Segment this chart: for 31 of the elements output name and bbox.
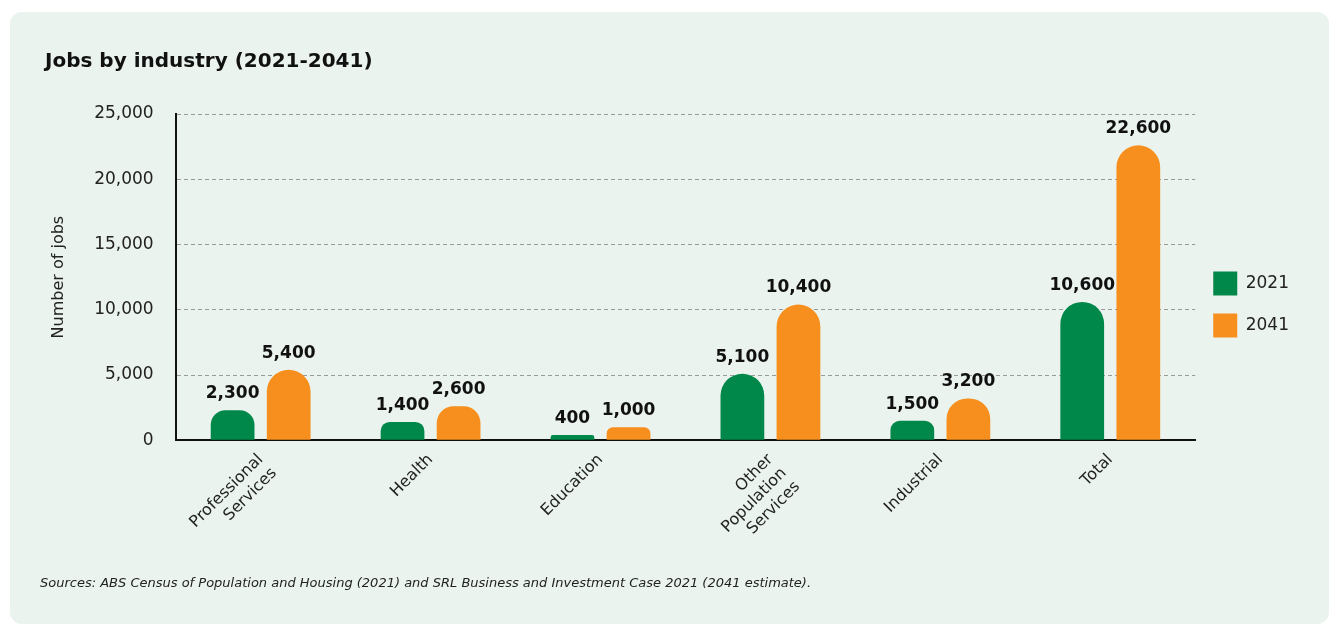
data-label: 10,400 <box>765 276 832 297</box>
y-tick-label: 25,000 <box>94 102 154 123</box>
chart-title: Jobs by industry (2021-2041) <box>43 48 373 73</box>
y-axis-title: Number of jobs <box>47 215 67 339</box>
data-label: 1,400 <box>375 393 430 414</box>
data-label: 5,400 <box>261 341 316 362</box>
data-label: 22,600 <box>1105 117 1172 138</box>
y-tick-label: 15,000 <box>94 232 154 253</box>
y-tick-label: 0 <box>142 428 154 449</box>
data-label: 5,100 <box>715 345 770 366</box>
y-tick-label: 5,000 <box>105 363 154 384</box>
data-label: 1,500 <box>885 392 940 413</box>
data-label: 400 <box>554 406 591 427</box>
legend-label: 2021 <box>1245 271 1289 292</box>
data-label: 3,200 <box>941 370 996 391</box>
data-label: 10,600 <box>1049 273 1116 294</box>
bar <box>550 435 595 440</box>
bar <box>776 304 821 440</box>
y-tick-label: 10,000 <box>94 298 154 319</box>
bar <box>890 420 935 440</box>
bar <box>266 369 311 440</box>
bar <box>1116 145 1161 440</box>
y-tick-label: 20,000 <box>94 167 154 188</box>
source-note: Sources: ABS Census of Population and Housing (2021) and SRL Business and Investment Case 2021 (2041 estimate). <box>40 575 812 590</box>
bar <box>606 427 651 440</box>
legend-label: 2041 <box>1245 313 1289 334</box>
bar <box>380 422 425 440</box>
data-label: 1,000 <box>601 399 656 420</box>
data-label: 2,300 <box>205 382 260 403</box>
bar <box>1060 301 1105 440</box>
data-label: 2,600 <box>431 378 486 399</box>
